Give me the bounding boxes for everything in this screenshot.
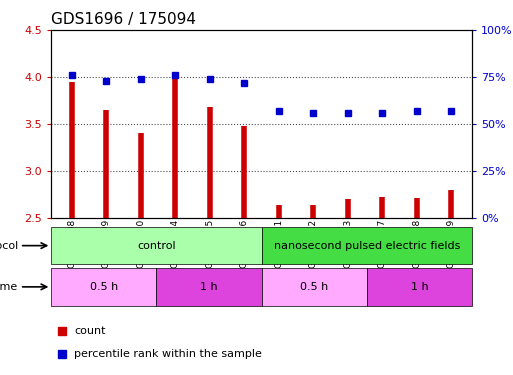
Bar: [156, 268, 262, 306]
Bar: [262, 268, 367, 306]
Text: control: control: [137, 241, 176, 250]
Bar: [367, 268, 472, 306]
Text: 1 h: 1 h: [200, 282, 218, 292]
Bar: [51, 268, 156, 306]
Text: time: time: [0, 282, 18, 292]
Text: 1 h: 1 h: [410, 282, 428, 292]
Text: protocol: protocol: [0, 241, 18, 250]
Bar: [262, 227, 472, 264]
Bar: [51, 227, 262, 264]
Text: GDS1696 / 175094: GDS1696 / 175094: [51, 12, 196, 27]
Text: count: count: [74, 326, 106, 336]
Text: percentile rank within the sample: percentile rank within the sample: [74, 350, 262, 359]
Text: 0.5 h: 0.5 h: [90, 282, 118, 292]
Text: nanosecond pulsed electric fields: nanosecond pulsed electric fields: [273, 241, 460, 250]
Text: 0.5 h: 0.5 h: [300, 282, 328, 292]
